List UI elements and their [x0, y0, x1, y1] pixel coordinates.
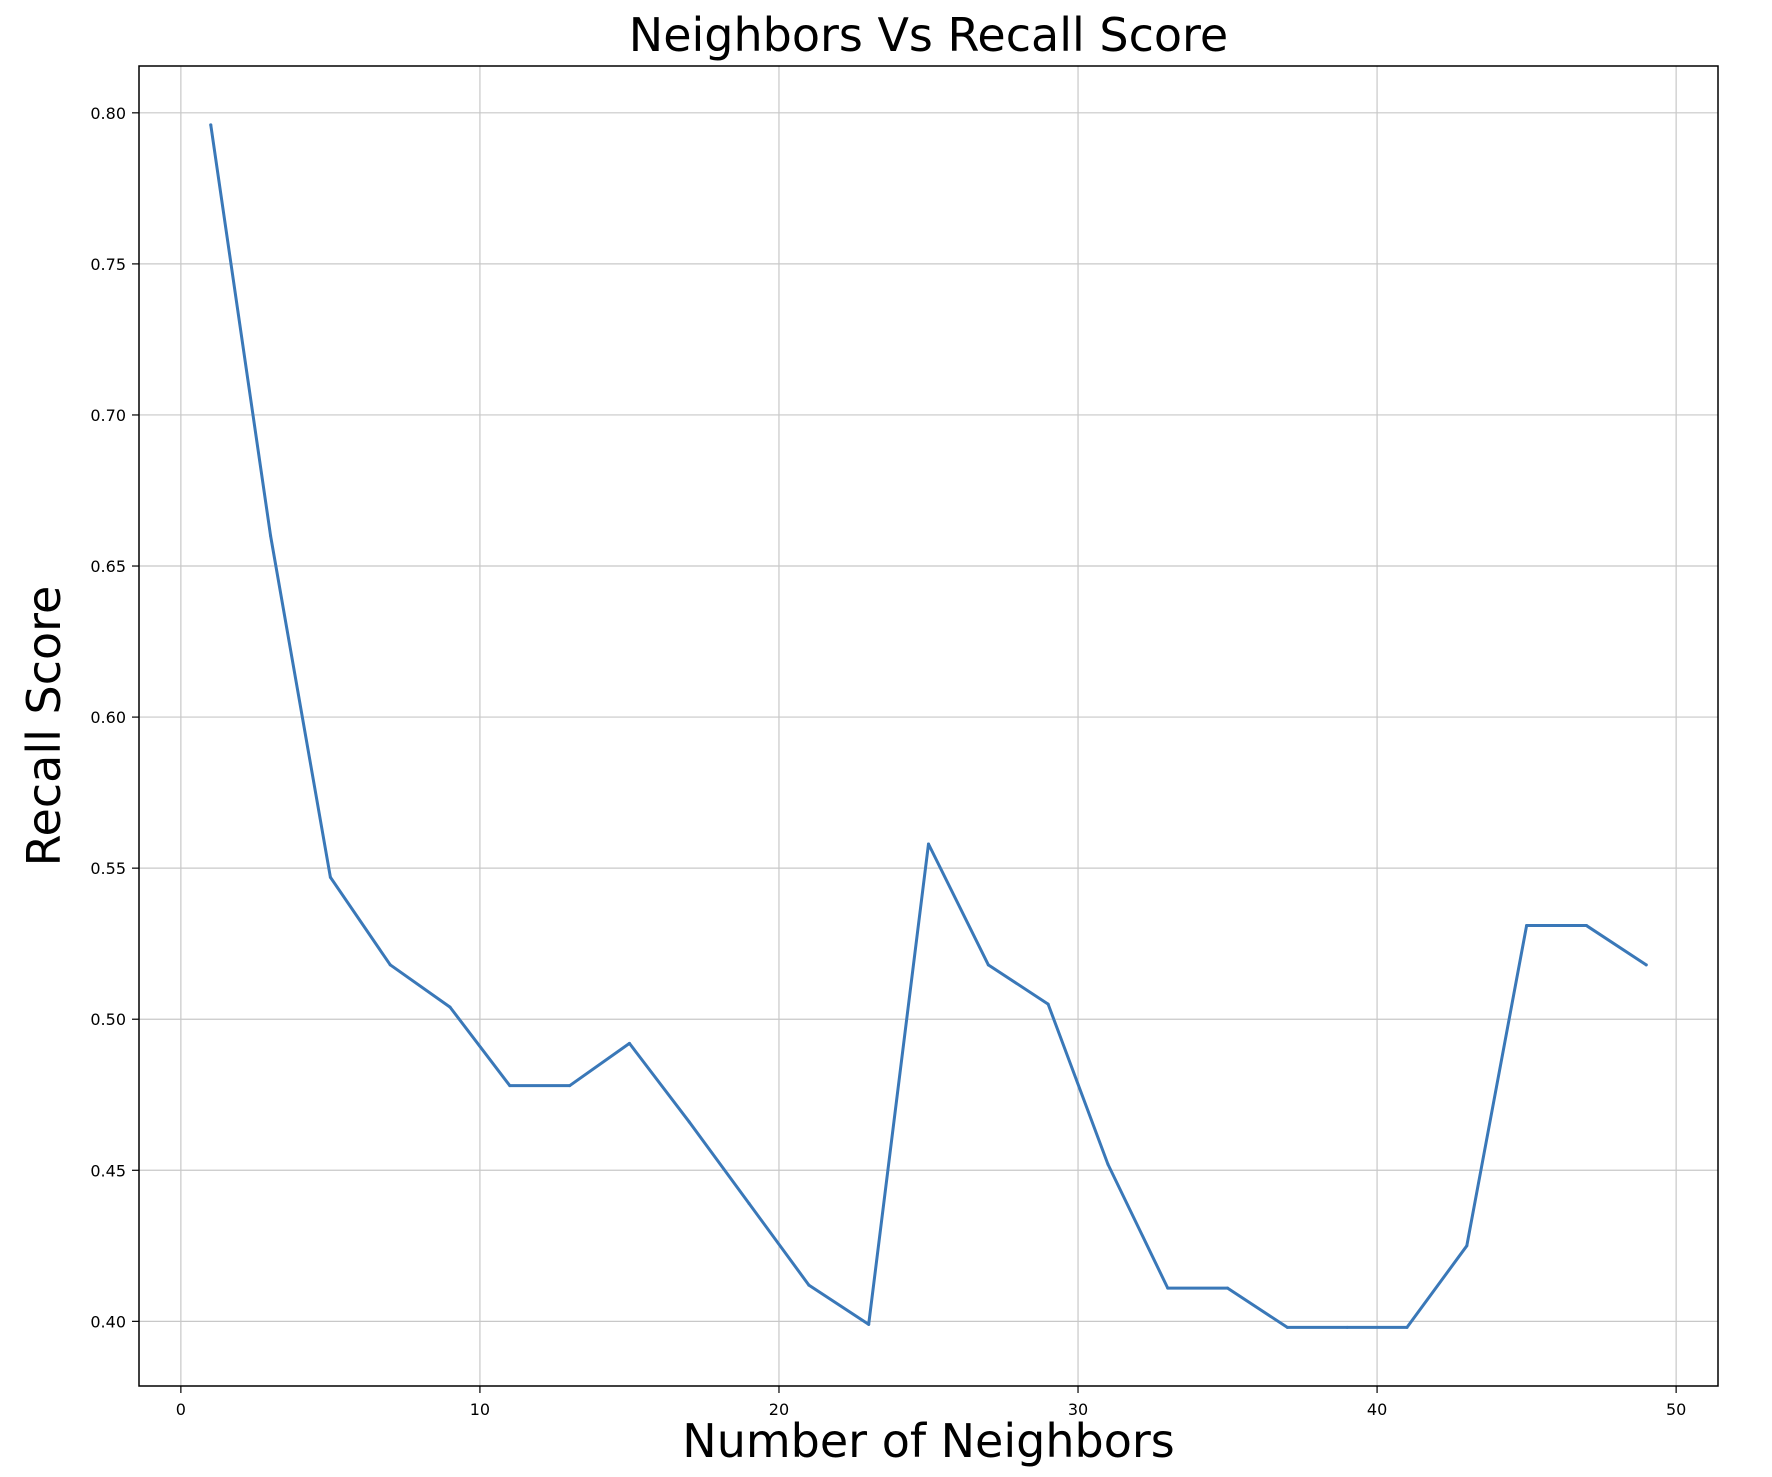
data-point — [1525, 924, 1529, 928]
data-point — [1046, 1002, 1050, 1006]
data-point — [927, 842, 930, 846]
data-point — [1285, 1325, 1289, 1329]
y-tick-label: 0.40 — [90, 1312, 126, 1331]
y-tick-label: 0.75 — [90, 255, 126, 274]
grid — [139, 66, 1718, 1386]
x-tick-label: 0 — [176, 1400, 186, 1419]
data-point — [1345, 1325, 1349, 1329]
y-tick-label: 0.65 — [90, 557, 126, 576]
data-point — [1644, 963, 1648, 967]
ticks: 0 10 20 30 40 50 0.40 0.45 0.50 0.55 0.60 0.65 0.70 0… — [90, 104, 1686, 1419]
data-point — [328, 875, 332, 879]
data-point — [209, 123, 213, 127]
y-tick-label: 0.45 — [90, 1161, 126, 1180]
data-point — [1405, 1325, 1409, 1329]
x-tick-label: 50 — [1666, 1400, 1686, 1419]
x-axis-label: Number of Neighbors — [682, 1414, 1174, 1468]
plot-frame — [138, 65, 1719, 1387]
chart-title: Neighbors Vs Recall Score — [629, 8, 1228, 62]
data-point — [1584, 924, 1588, 928]
data-point — [807, 1283, 811, 1287]
x-tick-label: 40 — [1367, 1400, 1387, 1419]
data-point — [867, 1322, 871, 1326]
data-point — [687, 1120, 691, 1124]
y-tick-label: 0.80 — [90, 104, 126, 123]
data-point — [508, 1084, 512, 1088]
x-tick-label: 10 — [470, 1400, 490, 1419]
data-point — [1166, 1286, 1170, 1290]
data-point — [1226, 1286, 1230, 1290]
x-tick-label: 30 — [1068, 1400, 1088, 1419]
data-point — [448, 1005, 452, 1009]
data-point — [747, 1202, 751, 1206]
x-tick-label: 20 — [769, 1400, 789, 1419]
y-tick-label: 0.70 — [90, 406, 126, 425]
y-tick-label: 0.50 — [90, 1010, 126, 1029]
data-point — [627, 1041, 631, 1045]
data-point — [269, 534, 273, 538]
data-point — [1106, 1162, 1110, 1166]
data-point — [388, 963, 392, 967]
y-axis-label: Recall Score — [17, 586, 71, 867]
y-tick-label: 0.55 — [90, 859, 126, 878]
data-point — [1465, 1244, 1469, 1248]
series-layer — [209, 123, 1648, 1329]
data-point — [568, 1084, 572, 1088]
y-tick-label: 0.60 — [90, 708, 126, 727]
data-point — [986, 963, 990, 967]
